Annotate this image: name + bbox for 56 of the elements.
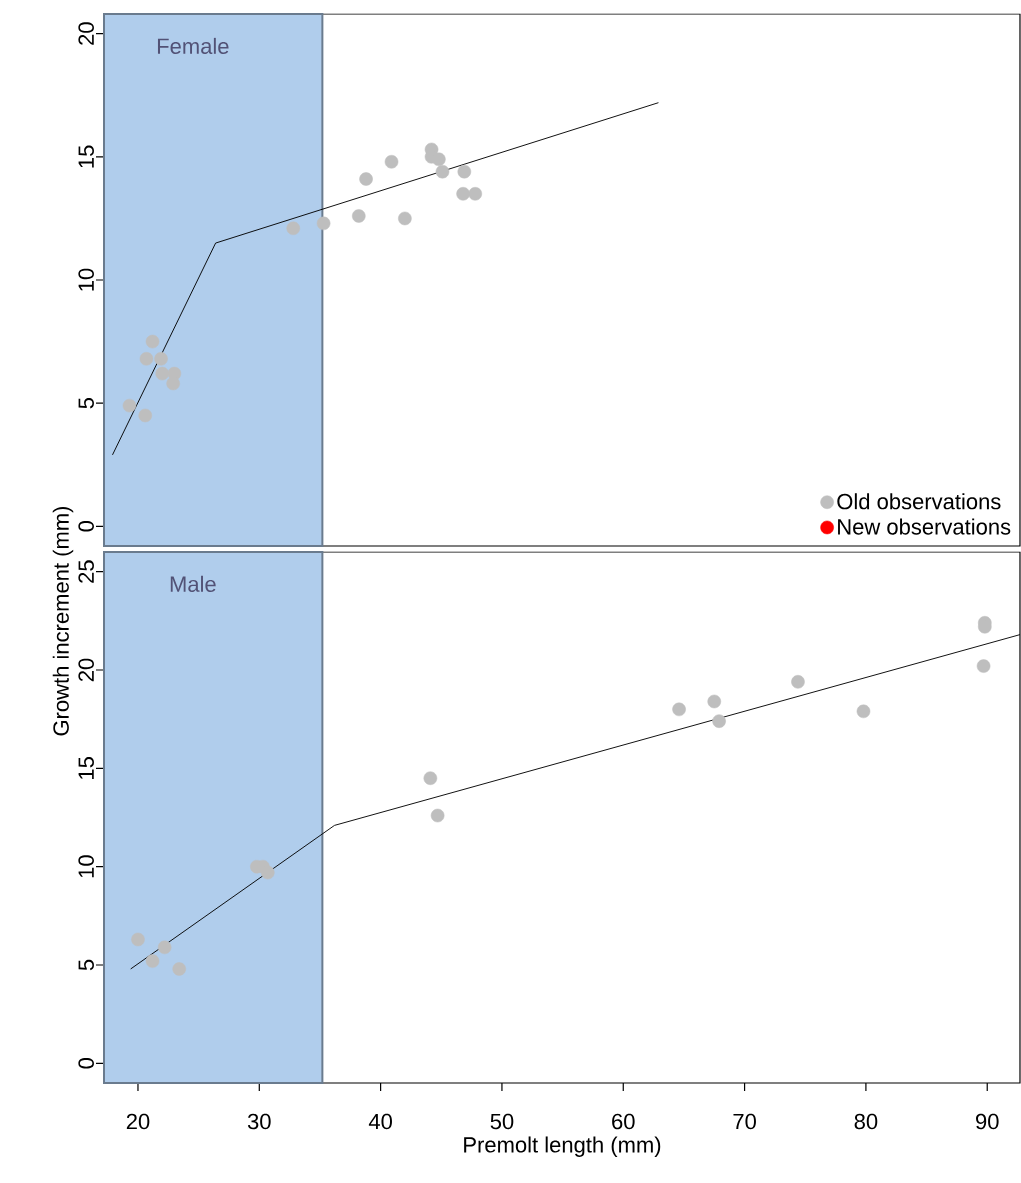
point	[398, 211, 412, 226]
x-tick-label: 40	[368, 1113, 392, 1130]
point	[672, 702, 686, 717]
point	[435, 164, 450, 179]
point	[430, 808, 445, 823]
point	[976, 659, 991, 673]
x-tick-label: 70	[733, 1113, 756, 1130]
point	[166, 376, 180, 391]
x-tick-label: 50	[490, 1113, 514, 1130]
text: Female	[157, 37, 229, 55]
point	[172, 962, 186, 976]
point	[122, 398, 137, 413]
x-tick-label: 80	[854, 1113, 878, 1130]
point	[856, 704, 871, 719]
point	[155, 366, 169, 381]
y-tick-label: 10	[78, 855, 94, 878]
point	[261, 865, 275, 880]
point	[432, 152, 446, 167]
point	[359, 172, 373, 186]
point	[157, 940, 172, 955]
y-tick-label: 25	[78, 560, 94, 583]
point	[791, 675, 805, 689]
point	[145, 334, 160, 349]
x-tick-label: 60	[612, 1113, 635, 1130]
legend-label: New observations	[838, 518, 1011, 535]
y-tick-label: 20	[78, 22, 94, 45]
point	[423, 771, 438, 785]
x-tick-label: 30	[247, 1113, 271, 1130]
legend-label: Old observations	[837, 493, 1001, 510]
y-axis-title: Growth increment (mm)	[52, 506, 74, 736]
x-tick-label: 90	[976, 1113, 999, 1130]
point	[384, 155, 399, 169]
point	[457, 164, 472, 179]
x-axis-title: Premolt length (mm)	[464, 1136, 661, 1157]
y-tick-label: 5	[78, 397, 94, 409]
y-tick-label: 0	[78, 1058, 94, 1069]
point	[139, 352, 154, 366]
point	[316, 216, 331, 231]
y-tick-label: 15	[78, 145, 94, 168]
point	[712, 714, 726, 728]
y-tick-label: 20	[78, 658, 94, 682]
point	[286, 221, 301, 236]
text: Male	[170, 575, 216, 592]
point	[154, 352, 168, 366]
point	[145, 954, 160, 968]
point	[468, 187, 483, 201]
y-tick-label: 10	[78, 268, 94, 291]
y-tick-label: 0	[78, 521, 94, 532]
point	[352, 209, 366, 223]
x-tick-label: 20	[126, 1113, 150, 1130]
point	[707, 694, 722, 709]
y-tick-label: 15	[78, 757, 94, 779]
point	[456, 187, 470, 201]
y-tick-label: 5	[78, 959, 94, 971]
point	[138, 408, 153, 423]
point	[131, 932, 145, 947]
